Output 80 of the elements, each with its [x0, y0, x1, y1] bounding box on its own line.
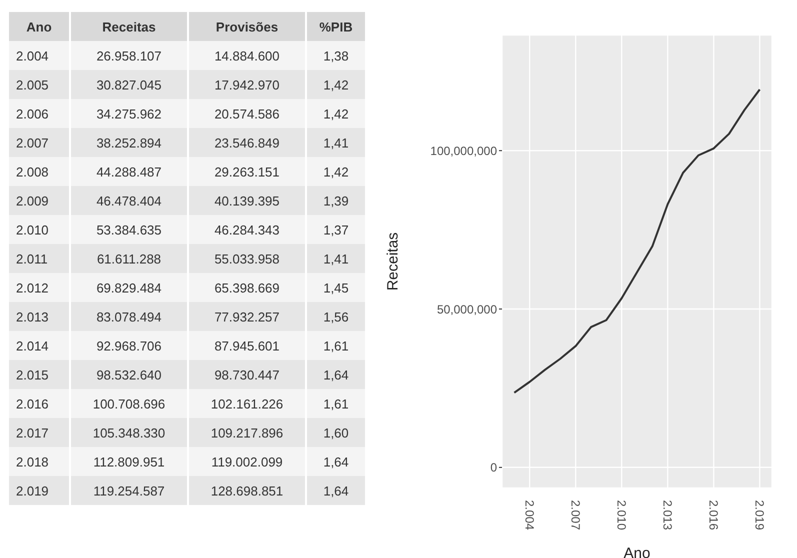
data-label: 1,61	[323, 338, 349, 354]
y-tick-label: 2.018	[16, 454, 49, 470]
data-label: 55.033.958	[214, 252, 280, 266]
data-label: 1,41	[323, 136, 349, 150]
data-label: 65.398.669	[214, 280, 280, 296]
y-tick-label: 2.013	[16, 310, 49, 324]
data-label: 46.284.343	[214, 222, 280, 238]
x-tick-label: 2.013	[660, 500, 675, 530]
data-label: 1,38	[323, 48, 349, 64]
data-label: 29.263.151	[214, 164, 280, 180]
data-label: 38.252.894	[96, 136, 162, 150]
data-label: 100.708.696	[92, 396, 166, 412]
y-tick-label: 2.007	[16, 136, 49, 150]
data-label: 1,64	[323, 368, 349, 382]
data-label: 102.161.226	[210, 396, 284, 412]
data-label: 53.384.635	[96, 222, 162, 238]
y-tick-label: 2.019	[16, 484, 49, 498]
y-tick-label: 2.015	[16, 368, 49, 382]
y-tick-label: 100,000,000	[430, 144, 498, 158]
data-label: 1,64	[323, 454, 349, 470]
data-label: 34.275.962	[96, 106, 162, 122]
y-tick-label: 2.011	[16, 252, 48, 266]
x-tick-label: Provisões	[216, 20, 278, 34]
y-tick-label: 2.005	[16, 78, 49, 92]
data-label: 30.827.045	[96, 78, 162, 92]
data-label: 17.942.970	[214, 78, 280, 92]
data-label: 112.809.951	[93, 454, 165, 470]
data-label: 1,42	[323, 106, 349, 122]
x-tick-label: 2.019	[752, 500, 767, 530]
data-label: 98.730.447	[214, 368, 280, 382]
y-tick-label: 50,000,000	[436, 302, 498, 316]
data-label: 128.698.851	[210, 484, 284, 498]
data-label: 1,56	[323, 310, 349, 324]
data-label: 23.546.849	[214, 136, 280, 150]
y-tick-label: 2.014	[16, 338, 49, 354]
data-label: 83.078.494	[96, 310, 162, 324]
data-label: 1,42	[323, 78, 349, 92]
data-label: 26.958.107	[96, 48, 162, 64]
data-label: 20.574.586	[214, 106, 280, 122]
data-label: 87.945.601	[214, 338, 280, 354]
data-label: 1,64	[323, 484, 349, 498]
y-axis-title: Ano	[26, 20, 52, 34]
x-tick-label: 2.007	[568, 500, 583, 530]
data-label: 77.932.257	[214, 310, 280, 324]
data-label: 46.478.404	[96, 194, 162, 208]
data-label: 119.254.587	[93, 484, 165, 498]
y-tick-label: 2.017	[16, 426, 49, 440]
y-tick-label: 2.004	[16, 48, 49, 64]
x-axis-title: Ano	[624, 545, 650, 558]
data-label: 1,41	[323, 252, 349, 266]
x-tick-label: %PIB	[319, 20, 353, 34]
y-tick-label: 2.006	[16, 106, 49, 122]
data-label: 92.968.706	[96, 338, 162, 354]
y-axis-title: Receitas	[384, 232, 402, 291]
data-label: 105.348.330	[92, 426, 166, 440]
y-tick-label: 2.009	[16, 194, 49, 208]
data-label: 119.002.099	[211, 454, 283, 470]
x-tick-label: Receitas	[102, 20, 156, 34]
data-label: 40.139.395	[214, 194, 280, 208]
data-label: 1,61	[323, 396, 349, 412]
data-label: 44.288.487	[96, 164, 162, 180]
data-label: 1,42	[323, 164, 349, 180]
data-label: 69.829.484	[96, 280, 162, 296]
data-label: 1,37	[323, 222, 349, 238]
x-tick-label: 2.016	[706, 500, 721, 530]
data-label: 109.217.896	[210, 426, 284, 440]
y-tick-label: 0	[490, 460, 498, 475]
data-label: 1,39	[323, 194, 349, 208]
data-label: 14.884.600	[214, 48, 280, 64]
data-label: 1,60	[323, 426, 349, 440]
y-tick-label: 2.010	[16, 222, 49, 238]
data-label: 1,45	[323, 280, 349, 296]
y-tick-label: 2.008	[16, 164, 49, 180]
y-tick-label: 2.012	[16, 280, 49, 296]
y-tick-label: 2.016	[16, 396, 49, 412]
data-label: 61.611.288	[96, 252, 162, 266]
x-tick-label: 2.010	[614, 500, 629, 530]
line-series	[513, 88, 761, 394]
x-tick-label: 2.004	[522, 500, 537, 530]
data-label: 98.532.640	[96, 368, 162, 382]
